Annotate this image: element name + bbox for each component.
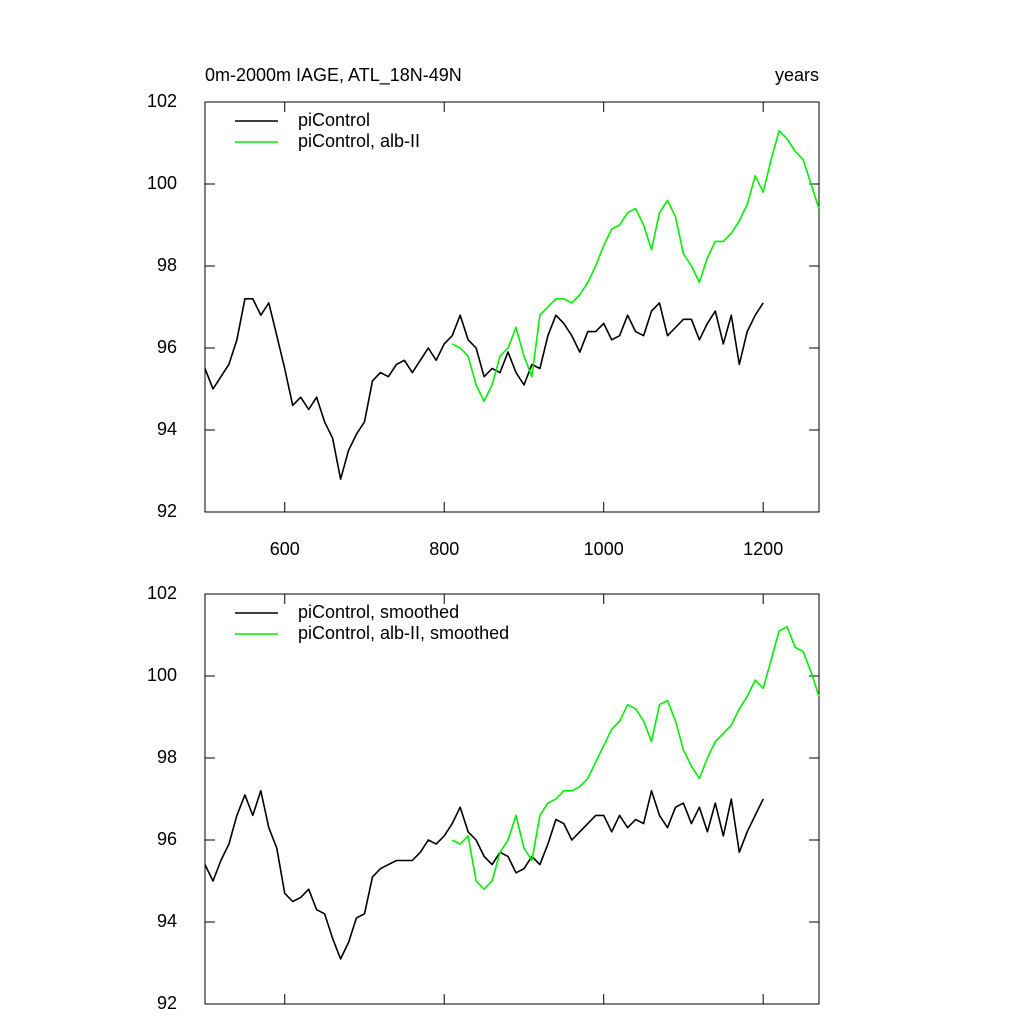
y-tick-label: 94 [157,419,177,439]
legend-label: piControl, alb-II [298,131,420,151]
y-tick-label: 98 [157,747,177,767]
y-tick-label: 98 [157,255,177,275]
series-line [451,129,820,403]
series-line [204,298,764,480]
y-tick-label: 96 [157,829,177,849]
y-tick-label: 94 [157,911,177,931]
x-tick-label: 1200 [743,539,783,559]
units-label: years [775,65,819,85]
x-tick-label: 1000 [584,539,624,559]
x-tick-label: 600 [270,539,300,559]
y-tick-label: 102 [147,583,177,603]
legend-label: piControl, alb-II, smoothed [298,623,509,643]
plot-frame [204,593,820,1005]
y-tick-label: 92 [157,501,177,521]
legend-label: piControl, smoothed [298,602,459,622]
plot-frame [204,101,820,513]
y-tick-label: 100 [147,665,177,685]
y-tick-label: 100 [147,173,177,193]
series-line [204,790,764,960]
x-tick-label: 800 [429,539,459,559]
y-tick-label: 96 [157,337,177,357]
chart-title: 0m-2000m IAGE, ATL_18N-49N [205,65,462,86]
y-tick-label: 102 [147,91,177,111]
y-tick-label: 92 [157,993,177,1013]
series-line [451,626,820,890]
legend-label: piControl [298,110,370,130]
